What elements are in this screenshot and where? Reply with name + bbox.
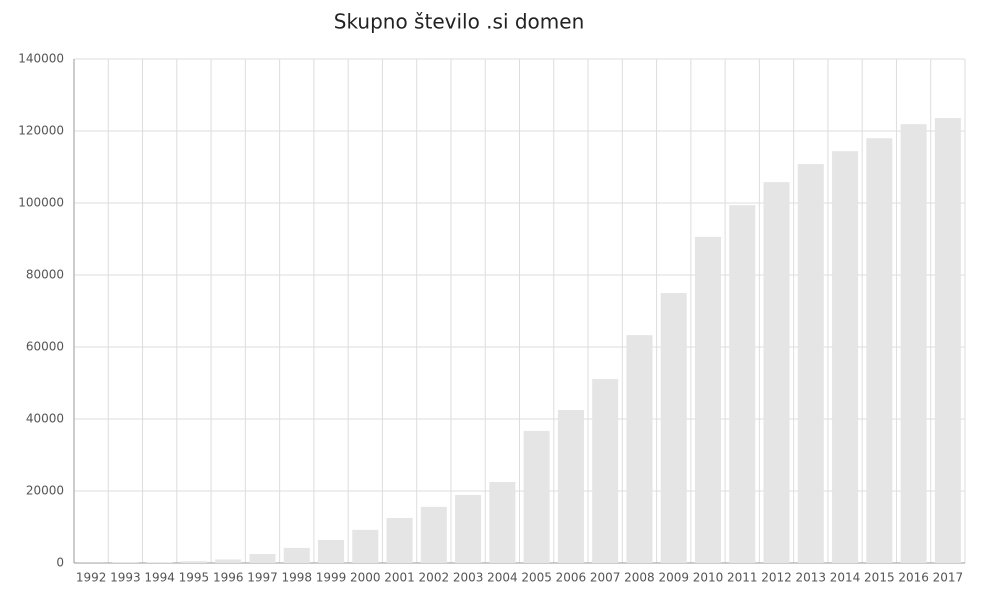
x-tick-label: 2001	[384, 571, 415, 585]
x-tick-label: 2011	[727, 571, 758, 585]
bar	[317, 539, 345, 563]
bar	[729, 205, 756, 563]
x-tick-label: 2002	[419, 571, 450, 585]
bar	[626, 335, 653, 563]
bar	[352, 529, 379, 563]
bar	[900, 124, 927, 563]
bar	[146, 562, 173, 563]
x-tick-label: 2004	[487, 571, 518, 585]
bar	[832, 151, 859, 563]
bar	[249, 554, 276, 563]
bar	[420, 506, 447, 563]
y-tick-label: 20000	[26, 484, 64, 498]
y-tick-label: 40000	[26, 412, 64, 426]
bar	[180, 561, 207, 563]
x-tick-label: 1998	[281, 571, 312, 585]
y-tick-label: 100000	[18, 196, 64, 210]
x-tick-label: 2014	[830, 571, 861, 585]
x-tick-label: 1994	[144, 571, 175, 585]
bar	[557, 410, 584, 563]
x-tick-label: 2017	[933, 571, 964, 585]
x-tick-label: 1993	[110, 571, 141, 585]
y-tick-label: 0	[56, 556, 64, 570]
x-tick-label: 2008	[624, 571, 655, 585]
y-tick-label: 120000	[18, 124, 64, 138]
bar	[215, 559, 242, 563]
x-tick-label: 2009	[658, 571, 689, 585]
x-tick-label: 1995	[179, 571, 210, 585]
y-tick-label: 60000	[26, 340, 64, 354]
bar	[797, 164, 824, 563]
bar	[523, 430, 550, 563]
x-tick-label: 1999	[316, 571, 347, 585]
bar	[386, 518, 413, 563]
bar	[455, 494, 482, 563]
bar	[592, 379, 619, 563]
bar	[489, 482, 516, 563]
x-tick-label: 2000	[350, 571, 381, 585]
bar	[660, 293, 687, 563]
x-tick-label: 2013	[796, 571, 827, 585]
bar	[866, 138, 893, 563]
x-tick-label: 1997	[247, 571, 278, 585]
x-tick-label: 2012	[761, 571, 792, 585]
x-tick-label: 2003	[453, 571, 484, 585]
x-tick-label: 1996	[213, 571, 244, 585]
x-tick-label: 2006	[556, 571, 587, 585]
x-tick-label: 2007	[590, 571, 621, 585]
x-tick-label: 2016	[898, 571, 929, 585]
x-tick-label: 2010	[693, 571, 724, 585]
y-tick-label: 80000	[26, 268, 64, 282]
x-tick-label: 1992	[76, 571, 107, 585]
bar	[694, 236, 722, 563]
bar	[934, 118, 961, 563]
chart-title: Skupno število .si domen	[334, 10, 585, 34]
bar	[763, 182, 790, 563]
x-tick-label: 2015	[864, 571, 895, 585]
x-tick-label: 2005	[521, 571, 552, 585]
y-tick-label: 140000	[18, 52, 64, 66]
bar	[283, 547, 310, 563]
